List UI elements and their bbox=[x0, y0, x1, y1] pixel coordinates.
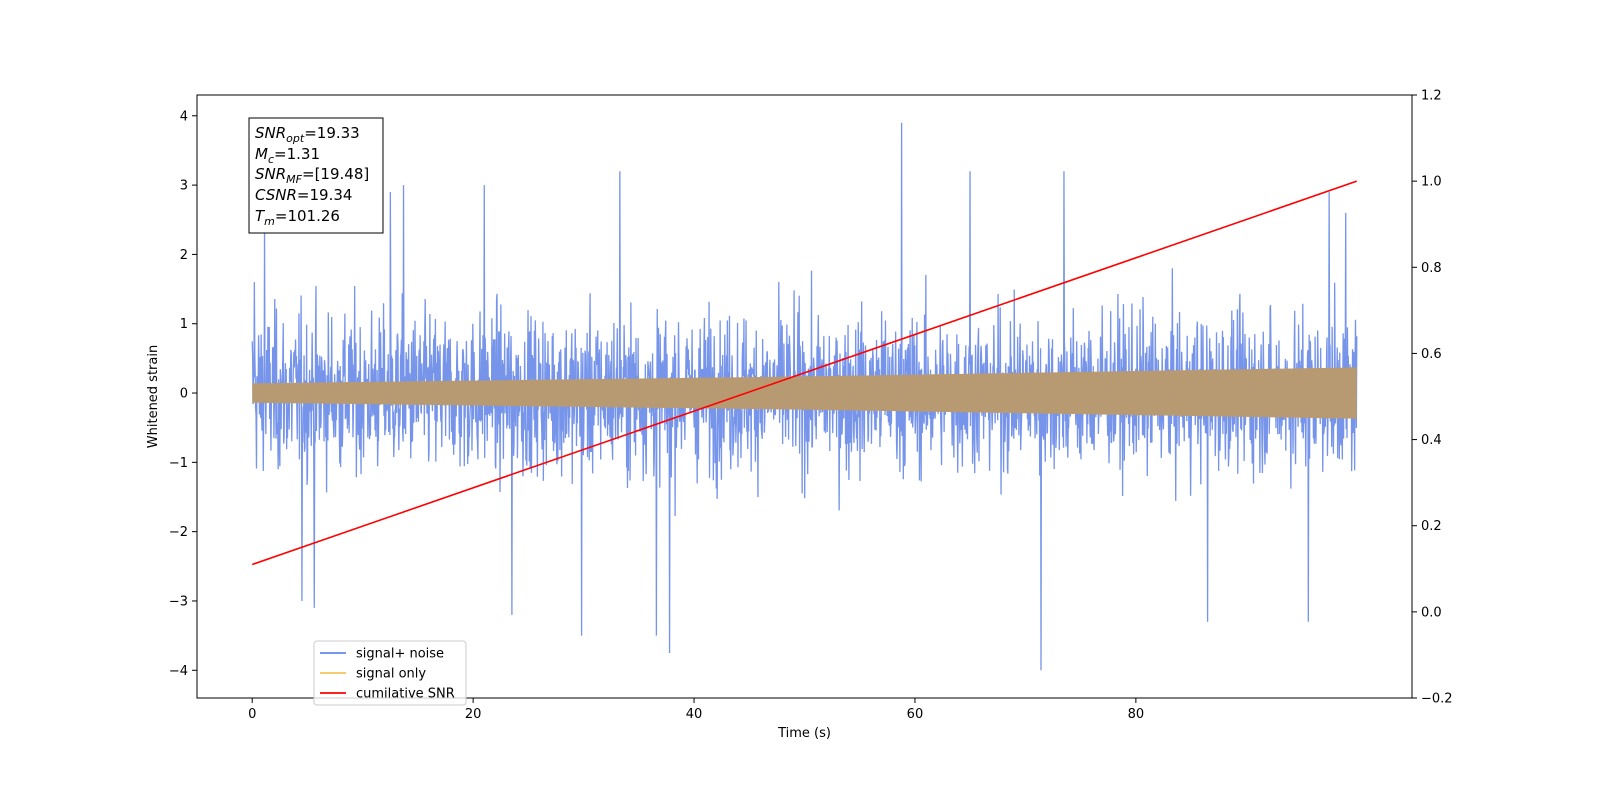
legend: signal+ noise signal only cumilative SNR bbox=[313, 640, 467, 706]
annotation-line: SNRopt=19.33 bbox=[255, 124, 360, 145]
annotation-variable: CSNR bbox=[255, 186, 297, 204]
annotation-variable: M bbox=[255, 145, 268, 163]
annotation-frame bbox=[248, 117, 384, 234]
annotation-subscript: c bbox=[268, 153, 274, 166]
y-tick-label: 4 bbox=[180, 109, 188, 124]
legend-frame bbox=[313, 640, 467, 706]
annotation-variable: SNR bbox=[255, 165, 286, 183]
y-axis-label: Whitened strain bbox=[146, 345, 161, 448]
y-right-tick-label: 0.8 bbox=[1421, 261, 1442, 276]
y-tick-label: 2 bbox=[180, 248, 188, 263]
legend-label: signal+ noise bbox=[356, 647, 444, 662]
y-right-tick-label: −0.2 bbox=[1421, 692, 1453, 707]
annotation-subscript: m bbox=[264, 215, 275, 228]
x-tick-label: 20 bbox=[465, 707, 482, 722]
y-right-tick-label: 1.0 bbox=[1421, 175, 1442, 190]
x-tick-label: 60 bbox=[907, 707, 924, 722]
annotation-value: =1.31 bbox=[274, 145, 320, 163]
annotation-line: CSNR=19.34 bbox=[255, 186, 352, 204]
annotation-subscript: opt bbox=[286, 132, 305, 145]
y-tick-label: 0 bbox=[180, 387, 188, 402]
y-tick-label: −1 bbox=[169, 456, 188, 471]
legend-label: cumilative SNR bbox=[356, 687, 455, 702]
y-tick-label: −3 bbox=[169, 594, 188, 609]
plot-frame bbox=[196, 94, 1413, 699]
annotation-variable: SNR bbox=[255, 124, 286, 142]
y-tick-label: 3 bbox=[180, 179, 188, 194]
annotation-value: =19.34 bbox=[297, 186, 353, 204]
y-tick-label: 1 bbox=[180, 317, 188, 332]
annotation-line: Tm=101.26 bbox=[255, 207, 340, 228]
annotation-value: =19.33 bbox=[304, 124, 360, 142]
annotation-variable: T bbox=[255, 207, 266, 225]
x-tick-label: 80 bbox=[1128, 707, 1145, 722]
x-axis-label: Time (s) bbox=[777, 726, 831, 741]
x-tick-label: 0 bbox=[248, 707, 256, 722]
y-right-tick-label: 0.6 bbox=[1421, 347, 1442, 362]
y-right-tick-label: 0.0 bbox=[1421, 605, 1442, 620]
data-layer bbox=[251, 122, 1358, 671]
annotation-line: Mc=1.31 bbox=[255, 145, 320, 166]
annotation-subscript: MF bbox=[286, 173, 302, 186]
annotation-line: SNRMF=[19.48] bbox=[255, 165, 369, 186]
annotation-value: =101.26 bbox=[275, 207, 340, 225]
annotation-box: SNRopt=19.33Mc=1.31SNRMF=[19.48]CSNR=19.… bbox=[248, 117, 384, 234]
series-cumulative-snr-line bbox=[251, 180, 1358, 566]
y-right-tick-label: 1.2 bbox=[1421, 89, 1442, 104]
x-tick-label: 40 bbox=[686, 707, 703, 722]
series-signal-only-band bbox=[252, 367, 1357, 419]
legend-label: signal only bbox=[356, 667, 426, 682]
y-right-tick-label: 0.4 bbox=[1421, 433, 1442, 448]
ticks-layer: 0 20 40 60 80 −4 −3 −2 −1 0 1 2 3 4 −0.2 0.0 0.2 0.4 0.6 0.… bbox=[169, 89, 1453, 723]
y-tick-label: −2 bbox=[169, 525, 188, 540]
annotation-value: =[19.48] bbox=[302, 165, 369, 183]
y-right-tick-label: 0.2 bbox=[1421, 519, 1442, 534]
y-tick-label: −4 bbox=[169, 664, 188, 679]
